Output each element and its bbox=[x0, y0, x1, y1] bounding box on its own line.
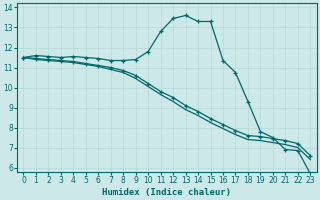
X-axis label: Humidex (Indice chaleur): Humidex (Indice chaleur) bbox=[102, 188, 231, 197]
